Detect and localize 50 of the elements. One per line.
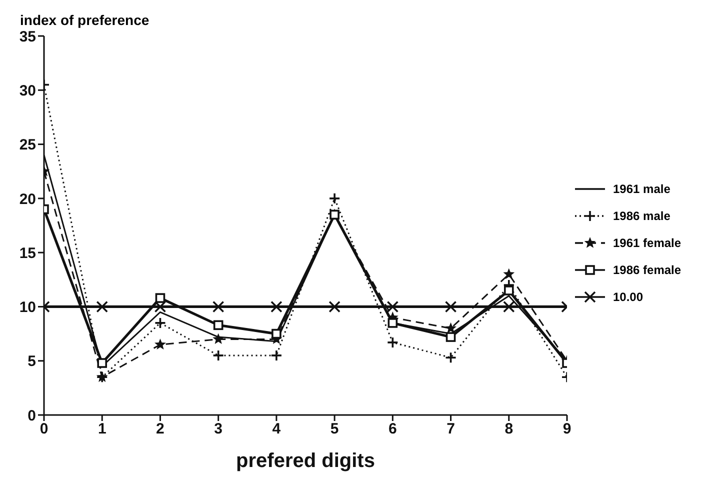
point <box>444 352 457 364</box>
x-tick-label: 5 <box>330 420 339 438</box>
y-tick-label: 35 <box>19 28 36 46</box>
point <box>386 300 399 313</box>
x-axis-title: prefered digits <box>236 450 375 472</box>
y-axis-title: index of preference <box>20 12 150 28</box>
y-tick-label: 15 <box>19 244 36 262</box>
point <box>445 322 456 334</box>
legend-label: 10.00 <box>613 290 644 304</box>
point <box>270 350 282 362</box>
x-tick-label: 3 <box>214 420 223 438</box>
point <box>212 333 224 344</box>
point <box>504 286 514 296</box>
point <box>386 336 399 348</box>
y-tick-label: 10 <box>19 299 36 316</box>
x-tick-label: 7 <box>446 420 455 438</box>
x-tick-label: 0 <box>40 420 48 438</box>
legend-label: 1961 male <box>613 182 670 196</box>
point <box>503 268 515 280</box>
y-tick-label: 5 <box>28 353 36 370</box>
x-tick-label: 9 <box>562 420 572 438</box>
y-tick-label: 25 <box>19 136 36 154</box>
x-tick-label: 8 <box>504 420 514 438</box>
y-tick-label: 0 <box>28 407 36 424</box>
y-tick-label: 20 <box>19 190 36 208</box>
point <box>328 300 340 313</box>
x-tick-label: 6 <box>388 420 397 438</box>
point <box>446 332 456 342</box>
point <box>154 338 166 350</box>
point <box>272 328 282 339</box>
point <box>212 300 224 313</box>
point <box>96 300 108 313</box>
point <box>212 350 224 362</box>
legend-label: 1986 male <box>613 208 670 222</box>
point <box>328 192 340 204</box>
point <box>444 300 457 313</box>
x-tick-label: 1 <box>98 420 106 438</box>
point <box>213 320 224 330</box>
point <box>502 300 515 313</box>
x-tick-label: 2 <box>156 420 164 438</box>
point <box>155 293 166 303</box>
x-tick-label: 4 <box>272 420 282 438</box>
point <box>154 317 166 329</box>
point <box>388 318 398 328</box>
legend-label: 1961 female <box>613 236 682 250</box>
y-tick-label: 30 <box>19 82 36 100</box>
point <box>97 358 108 368</box>
point <box>270 300 282 313</box>
legend-label: 1986 female <box>613 262 682 276</box>
point <box>154 300 166 313</box>
